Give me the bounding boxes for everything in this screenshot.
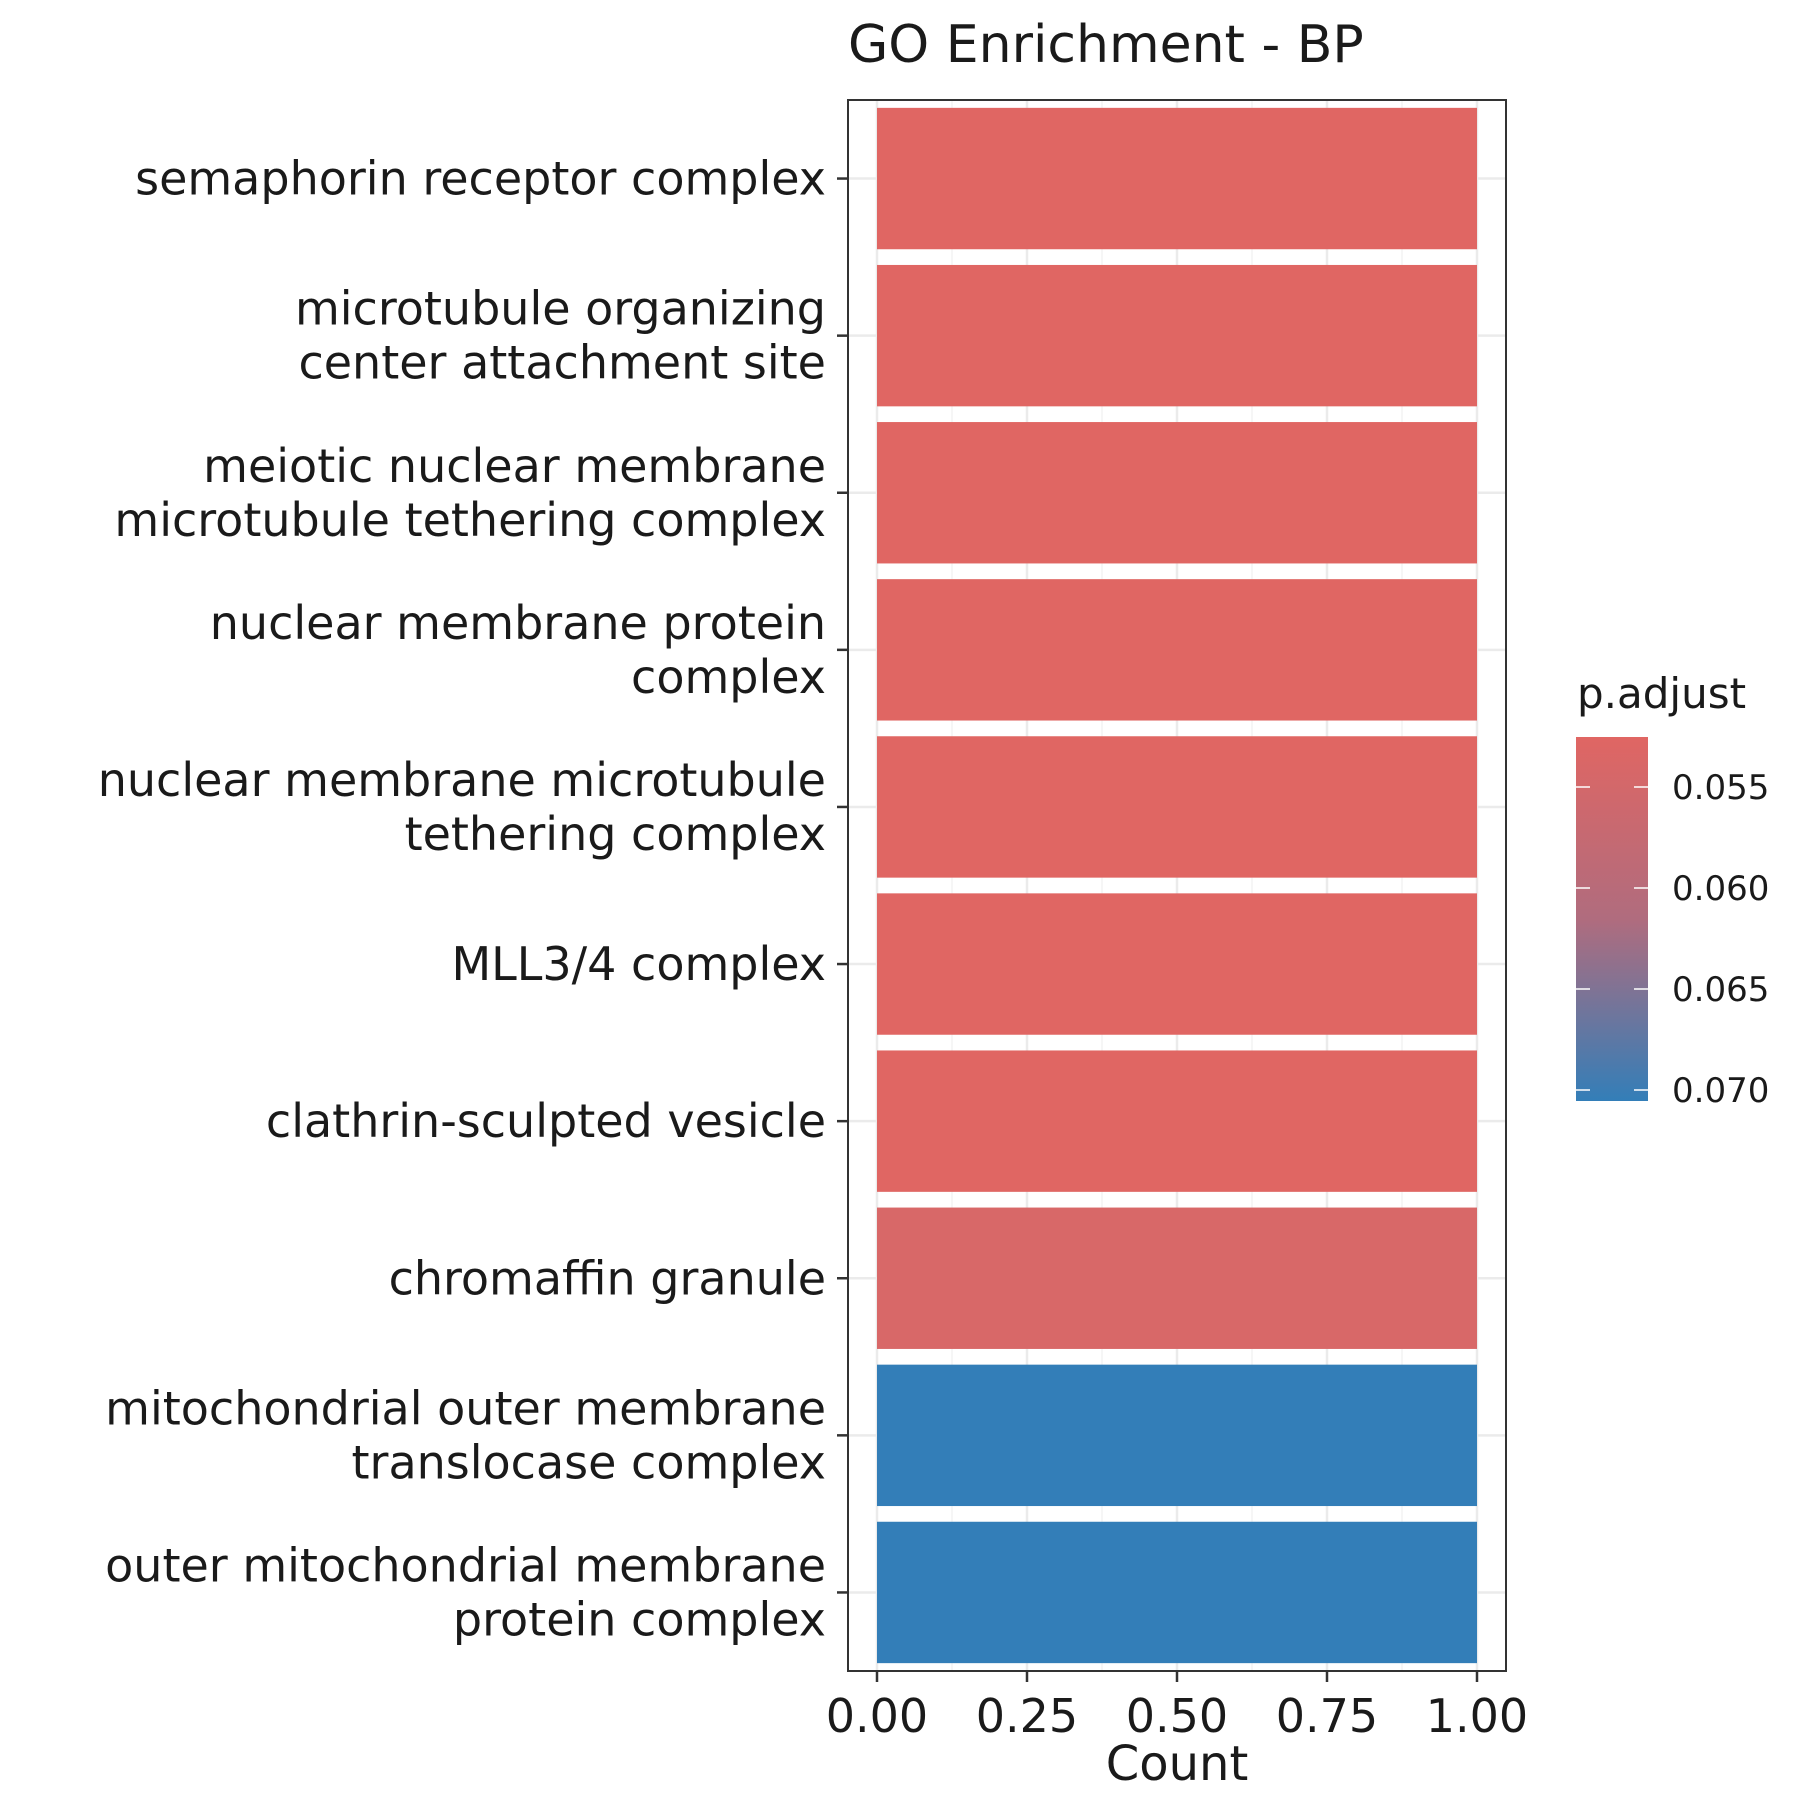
y-tick-label: protein complex xyxy=(453,1592,826,1646)
x-axis: 0.00 0.25 0.50 0.75 1.00 xyxy=(826,1671,1528,1743)
y-tick-label: complex xyxy=(631,650,826,704)
bar xyxy=(877,1521,1477,1664)
bar xyxy=(877,736,1477,878)
x-tick-label: 1.00 xyxy=(1426,1689,1528,1743)
legend: p.adjust 0.055 0.060 0.065 0.070 xyxy=(1576,669,1769,1111)
legend-colorbar xyxy=(1576,737,1648,1101)
y-axis: semaphorin receptor complex microtubule o… xyxy=(98,152,848,1646)
y-tick-label: nuclear membrane protein xyxy=(210,596,826,650)
y-tick-label: clathrin-sculpted vesicle xyxy=(266,1094,826,1148)
bar xyxy=(877,107,1477,250)
y-tick-label: translocase complex xyxy=(352,1435,827,1489)
legend-tick-label: 0.070 xyxy=(1672,1071,1769,1111)
y-tick-label: outer mitochondrial membrane xyxy=(105,1538,826,1592)
bar xyxy=(877,1050,1477,1192)
x-tick-label: 0.25 xyxy=(976,1689,1078,1743)
bar xyxy=(877,893,1477,1035)
bar xyxy=(877,422,1477,564)
legend-title: p.adjust xyxy=(1577,669,1746,718)
bar xyxy=(877,1207,1477,1349)
y-tick-label: center attachment site xyxy=(298,336,826,390)
legend-tick-label: 0.060 xyxy=(1672,869,1769,909)
chart-title: GO Enrichment - BP xyxy=(848,15,1364,75)
bar xyxy=(877,1364,1477,1507)
x-axis-title: Count xyxy=(1106,1736,1249,1792)
y-tick-label: nuclear membrane microtubule xyxy=(98,753,826,807)
bar xyxy=(877,579,1477,721)
x-tick-label: 0.00 xyxy=(826,1689,928,1743)
y-tick-label: semaphorin receptor complex xyxy=(135,152,826,206)
plot-panel xyxy=(847,99,1507,1672)
x-tick-label: 0.75 xyxy=(1276,1689,1378,1743)
legend-tick-label: 0.055 xyxy=(1672,768,1769,808)
y-tick-label: mitochondrial outer membrane xyxy=(105,1381,826,1435)
bars xyxy=(877,107,1477,1664)
y-tick-label: meiotic nuclear membrane xyxy=(203,439,826,493)
legend-tick-label: 0.065 xyxy=(1672,970,1769,1010)
y-tick-label: microtubule organizing xyxy=(295,282,826,336)
y-tick-label: tethering complex xyxy=(405,807,826,861)
legend-ticks: 0.055 0.060 0.065 0.070 xyxy=(1576,768,1769,1111)
y-tick-label: MLL3/4 complex xyxy=(451,937,826,991)
bar xyxy=(877,264,1477,407)
y-tick-label: chromaffin granule xyxy=(389,1251,826,1305)
x-tick-label: 0.50 xyxy=(1126,1689,1228,1743)
y-tick-label: microtubule tethering complex xyxy=(114,493,826,547)
